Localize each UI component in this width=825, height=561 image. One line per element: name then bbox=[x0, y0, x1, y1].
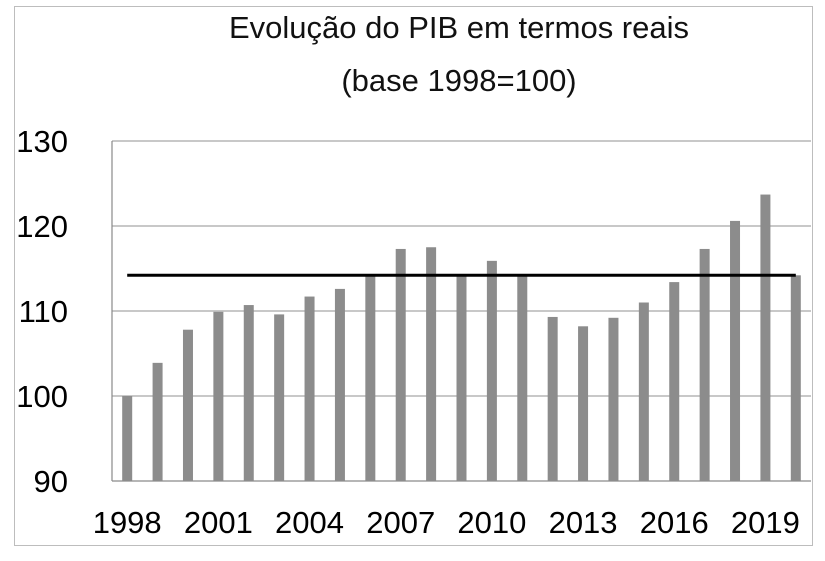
bar-2006 bbox=[365, 275, 376, 481]
chart-subtitle: (base 1998=100) bbox=[341, 63, 576, 98]
bar-2013 bbox=[578, 326, 589, 481]
x-tick-label-2004: 2004 bbox=[275, 505, 344, 540]
y-tick-label-100: 100 bbox=[16, 379, 68, 414]
x-tick-label-2016: 2016 bbox=[640, 505, 709, 540]
chart-title: Evolução do PIB em termos reais bbox=[229, 10, 689, 45]
bar-1998 bbox=[122, 396, 133, 481]
x-tick-label-1998: 1998 bbox=[93, 505, 162, 540]
y-tick-label-110: 110 bbox=[19, 294, 68, 329]
y-axis-ticks: 90 100 110 120 130 bbox=[16, 124, 68, 499]
bar-1999 bbox=[152, 362, 163, 481]
x-tick-label-2001: 2001 bbox=[184, 505, 253, 540]
bar-2020 bbox=[790, 275, 801, 481]
bar-2008 bbox=[426, 247, 437, 481]
bar-2017 bbox=[699, 248, 710, 481]
bar-2004 bbox=[304, 296, 315, 481]
bar-2003 bbox=[274, 314, 285, 481]
bar-2016 bbox=[669, 282, 680, 481]
bar-2019 bbox=[760, 194, 771, 482]
x-tick-label-2013: 2013 bbox=[549, 505, 618, 540]
bar-2002 bbox=[243, 305, 254, 481]
y-tick-label-130: 130 bbox=[16, 124, 68, 159]
bar-2005 bbox=[334, 288, 345, 481]
bar-2012 bbox=[547, 316, 558, 481]
bar-2018 bbox=[730, 220, 741, 481]
bar-2009 bbox=[456, 275, 467, 481]
y-tick-label-120: 120 bbox=[16, 209, 68, 244]
y-tick-label-90: 90 bbox=[34, 464, 68, 499]
x-axis-ticks: 1998 2001 2004 2007 2010 2013 2016 2019 bbox=[93, 505, 800, 540]
bar-2010 bbox=[486, 260, 497, 481]
bar-2015 bbox=[638, 302, 649, 481]
bar-2000 bbox=[182, 329, 193, 481]
x-tick-label-2019: 2019 bbox=[731, 505, 800, 540]
bar-2011 bbox=[517, 275, 528, 481]
x-tick-label-2010: 2010 bbox=[457, 505, 526, 540]
bar-2007 bbox=[395, 248, 406, 481]
bar-2014 bbox=[608, 317, 619, 481]
bars bbox=[122, 194, 801, 482]
x-tick-label-2007: 2007 bbox=[366, 505, 435, 540]
bar-2001 bbox=[213, 311, 224, 481]
